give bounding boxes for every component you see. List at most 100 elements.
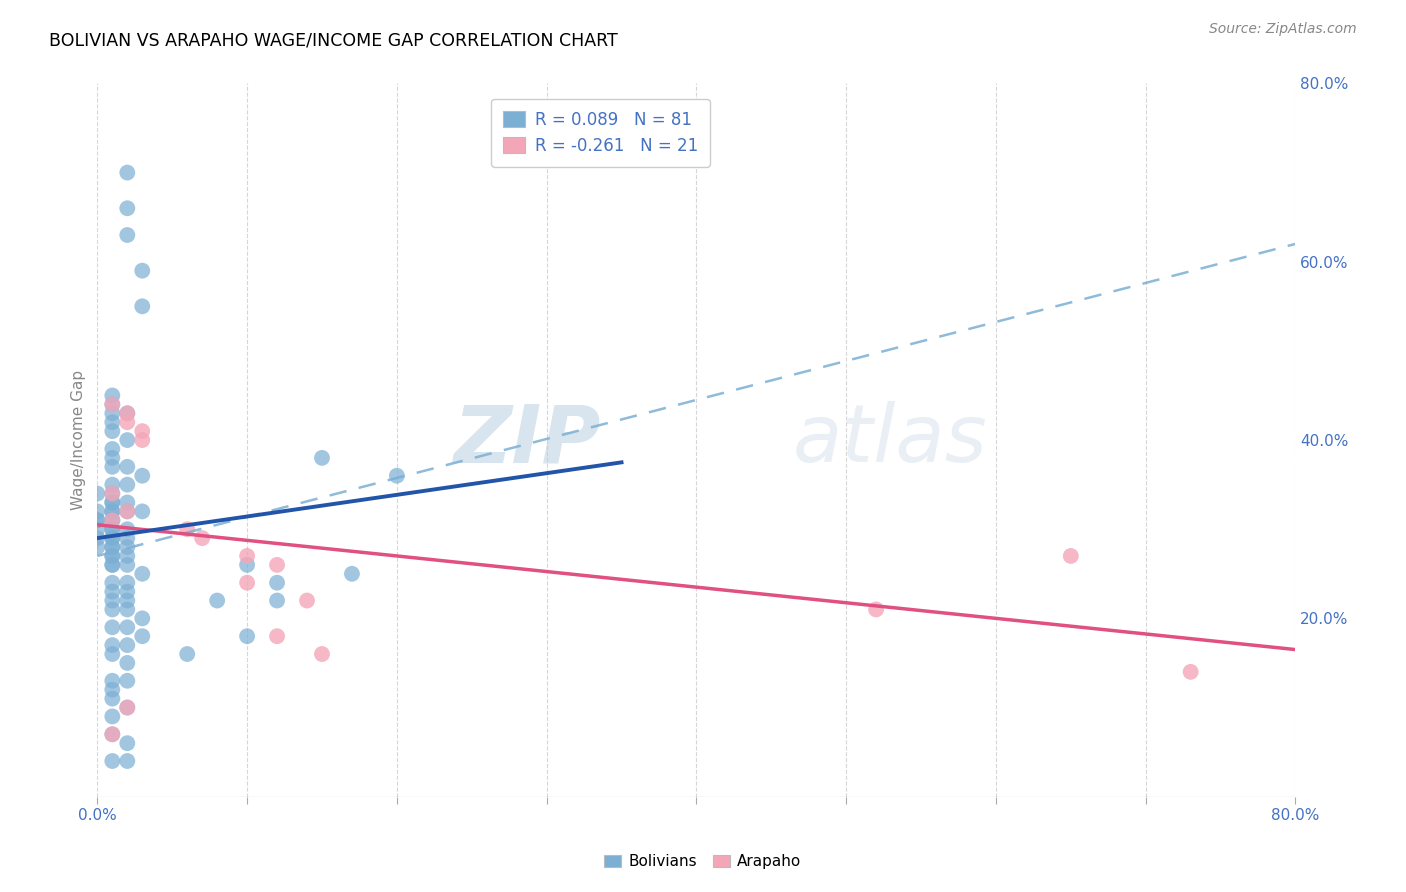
Point: [101, 459, 124, 474]
Point: [117, 593, 139, 607]
Point: [101, 593, 124, 607]
Point: [101, 584, 124, 599]
Point: [117, 754, 139, 768]
Point: [101, 442, 124, 456]
Point: [101, 522, 124, 536]
Point: [117, 433, 139, 447]
Point: [236, 549, 259, 563]
Point: [86, 540, 108, 554]
Point: [101, 486, 124, 500]
Point: [117, 415, 139, 429]
Point: [101, 558, 124, 572]
Point: [101, 513, 124, 527]
Point: [131, 504, 153, 518]
Point: [117, 504, 139, 518]
Point: [131, 566, 153, 581]
Point: [86, 486, 108, 500]
Point: [101, 504, 124, 518]
Point: [101, 620, 124, 634]
Point: [101, 531, 124, 545]
Point: [101, 388, 124, 402]
Point: [101, 406, 124, 420]
Point: [117, 495, 139, 509]
Point: [131, 611, 153, 625]
Point: [117, 227, 139, 242]
Point: [101, 513, 124, 527]
Point: [101, 727, 124, 741]
Point: [101, 415, 124, 429]
Text: atlas: atlas: [792, 401, 987, 479]
Point: [101, 638, 124, 652]
Point: [117, 575, 139, 590]
Point: [295, 593, 318, 607]
Point: [101, 531, 124, 545]
Point: [131, 433, 153, 447]
Point: [101, 549, 124, 563]
Legend: R = 0.089   N = 81, R = -0.261   N = 21: R = 0.089 N = 81, R = -0.261 N = 21: [492, 99, 710, 167]
Point: [101, 682, 124, 697]
Point: [117, 531, 139, 545]
Point: [131, 263, 153, 277]
Point: [117, 558, 139, 572]
Point: [101, 540, 124, 554]
Point: [117, 620, 139, 634]
Point: [131, 468, 153, 483]
Point: [101, 397, 124, 411]
Point: [101, 647, 124, 661]
Point: [236, 629, 259, 643]
Point: [236, 575, 259, 590]
Point: [117, 638, 139, 652]
Point: [117, 459, 139, 474]
Text: ZIP: ZIP: [453, 401, 600, 479]
Point: [101, 477, 124, 491]
Point: [101, 495, 124, 509]
Point: [117, 736, 139, 750]
Point: [101, 673, 124, 688]
Point: [101, 540, 124, 554]
Point: [340, 566, 363, 581]
Point: [101, 504, 124, 518]
Point: [86, 513, 108, 527]
Point: [311, 647, 333, 661]
Point: [865, 602, 887, 616]
Text: BOLIVIAN VS ARAPAHO WAGE/INCOME GAP CORRELATION CHART: BOLIVIAN VS ARAPAHO WAGE/INCOME GAP CORR…: [49, 31, 619, 49]
Point: [117, 165, 139, 179]
Point: [101, 397, 124, 411]
Point: [101, 558, 124, 572]
Point: [101, 575, 124, 590]
Point: [86, 522, 108, 536]
Point: [101, 513, 124, 527]
Point: [176, 522, 198, 536]
Point: [266, 575, 288, 590]
Point: [101, 709, 124, 723]
Point: [86, 513, 108, 527]
Point: [101, 727, 124, 741]
Point: [191, 531, 214, 545]
Point: [117, 673, 139, 688]
Point: [1060, 549, 1083, 563]
Point: [311, 450, 333, 465]
Point: [131, 299, 153, 313]
Point: [101, 691, 124, 706]
Point: [1180, 665, 1202, 679]
Point: [131, 424, 153, 438]
Point: [117, 540, 139, 554]
Point: [86, 531, 108, 545]
Point: [101, 486, 124, 500]
Point: [117, 602, 139, 616]
Point: [101, 495, 124, 509]
Point: [176, 647, 198, 661]
Point: [101, 522, 124, 536]
Point: [117, 549, 139, 563]
Point: [117, 406, 139, 420]
Point: [101, 424, 124, 438]
Text: Source: ZipAtlas.com: Source: ZipAtlas.com: [1209, 22, 1357, 37]
Point: [236, 558, 259, 572]
Point: [101, 602, 124, 616]
Point: [131, 629, 153, 643]
Point: [117, 700, 139, 714]
Y-axis label: Wage/Income Gap: Wage/Income Gap: [72, 370, 86, 510]
Point: [117, 504, 139, 518]
Point: [266, 629, 288, 643]
Point: [117, 700, 139, 714]
